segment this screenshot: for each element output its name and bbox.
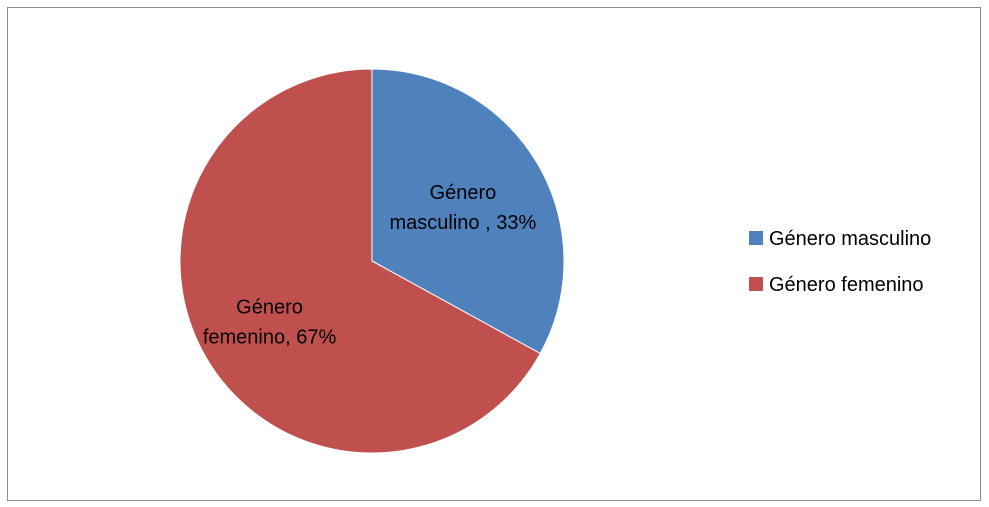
slice-label-line: femenino, 67% <box>203 327 337 349</box>
slice-label-line: masculino , 33% <box>390 212 537 234</box>
legend-swatch-femenino <box>749 277 763 291</box>
slice-label-line: Género <box>430 182 497 204</box>
slice-label-masculino: Género masculino , 33% <box>390 182 537 234</box>
pie-slice-labels: Género masculino , 33% Género femenino, 67% <box>203 182 537 348</box>
pie-slices <box>179 68 565 454</box>
slice-label-femenino: Género femenino, 67% <box>203 297 337 349</box>
legend-swatch-masculino <box>749 231 763 245</box>
pie-slice-masculino <box>371 68 565 355</box>
legend-label-masculino: Género masculino <box>769 228 931 250</box>
slice-label-line: Género <box>236 297 303 319</box>
pie-slice-femenino <box>179 68 541 454</box>
chart-legend: Género masculino Género femenino <box>749 228 931 296</box>
legend-label-femenino: Género femenino <box>769 274 924 296</box>
